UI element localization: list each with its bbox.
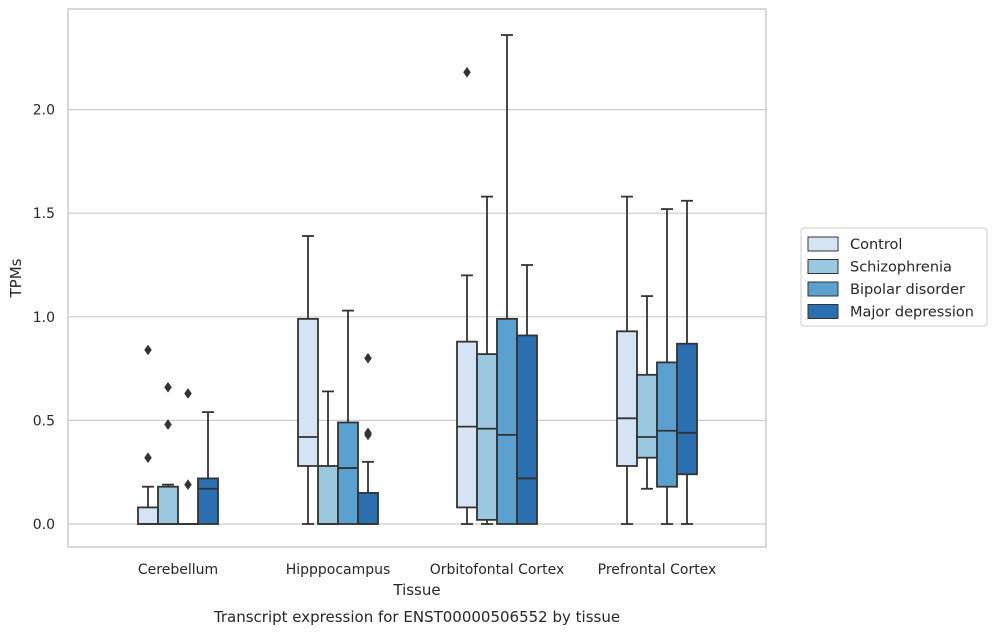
chart-title: Transcript expression for ENST0000050655… (213, 608, 620, 626)
box-control (137, 344, 159, 525)
box-body (676, 342, 698, 476)
box-control (297, 235, 319, 525)
box-body (157, 485, 179, 525)
box-body (516, 334, 538, 525)
outlier-point (364, 352, 372, 364)
box-body (197, 477, 219, 525)
outlier-point (164, 381, 172, 393)
outlier-point (164, 419, 172, 430)
box-body (297, 317, 319, 467)
x-tick-label: Hipppocampus (286, 562, 391, 578)
box-control (616, 195, 638, 525)
x-axis-label: Tissue (392, 581, 440, 599)
y-tick-label: 0.5 (33, 413, 55, 429)
legend-swatch (807, 281, 839, 297)
y-tick-label: 0.0 (33, 517, 55, 533)
y-tick-labels: 0.0 0.5 1.0 1.5 2.0 (33, 103, 55, 533)
box-major-depression (516, 264, 538, 525)
y-tick-label: 1.0 (33, 310, 55, 326)
legend-frame (800, 227, 988, 327)
box-series (137, 34, 698, 525)
legend: Control Schizophrenia Bipolar disorder Majo… (800, 227, 988, 327)
box-schizophrenia (317, 390, 339, 525)
x-tick-label: Cerebellum (138, 562, 218, 578)
box-body (456, 340, 478, 509)
x-tick-label: Orbitofontal Cortex (430, 562, 565, 578)
box-schizophrenia (476, 195, 498, 525)
box-bipolar-disorder (496, 34, 518, 525)
legend-label: Major depression (850, 305, 974, 321)
box-body (656, 361, 678, 488)
box-body (476, 353, 498, 521)
x-tick-label: Prefrontal Cortex (598, 562, 717, 578)
x-tick-labels: Cerebellum Hipppocampus Orbitofontal Corte… (138, 562, 716, 578)
box-body (317, 465, 339, 525)
plot-frame (67, 8, 767, 548)
box-major-depression (197, 411, 219, 525)
outlier-point (364, 427, 372, 439)
legend-label: Schizophrenia (850, 260, 952, 276)
box-body (357, 492, 379, 525)
y-tick-label: 2.0 (33, 103, 55, 119)
box-major-depression (676, 199, 698, 525)
legend-swatch (807, 259, 839, 274)
outlier-point (144, 452, 152, 464)
box-body (636, 373, 658, 459)
legend-swatch (807, 236, 839, 252)
box-body (137, 506, 159, 525)
outlier-point (184, 388, 192, 399)
box-bipolar-disorder (177, 388, 199, 525)
box-major-depression (357, 352, 379, 525)
box-body (616, 330, 638, 467)
legend-label: Control (850, 237, 902, 253)
legend-swatch (807, 304, 839, 319)
box-bipolar-disorder (337, 309, 359, 525)
box-body (337, 421, 359, 525)
outlier-point (144, 344, 152, 356)
y-tick-label: 1.5 (33, 206, 55, 222)
box-schizophrenia (157, 381, 179, 525)
outlier-point (463, 66, 471, 78)
box-control (456, 66, 478, 525)
legend-label: Bipolar disorder (850, 282, 965, 298)
outlier-point (184, 479, 192, 491)
box-bipolar-disorder (656, 208, 678, 525)
box-body (496, 317, 518, 525)
y-axis-label: TPMs (7, 258, 25, 298)
box-schizophrenia (636, 295, 658, 490)
